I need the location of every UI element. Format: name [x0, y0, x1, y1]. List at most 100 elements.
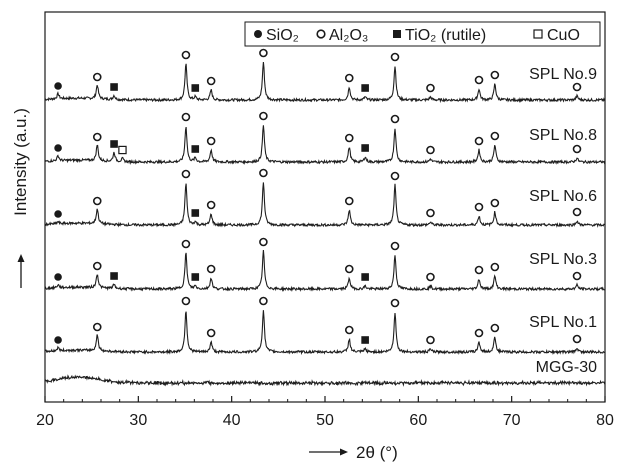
y-axis-arrowhead: [17, 254, 25, 262]
plot-area: SPL No.9 SPL No.8 SPL No.6 SPL No.3 SPL No.1…: [44, 11, 606, 403]
al2o3-marker: [426, 272, 435, 282]
al2o3-marker: [92, 322, 102, 332]
tio2-marker: [361, 84, 369, 92]
legend-label-al2o3: Al₂O₃: [329, 27, 368, 44]
al2o3-marker: [490, 70, 500, 80]
sio2-legend-icon: [254, 30, 262, 38]
sio2-marker: [54, 144, 62, 152]
al2o3-marker: [259, 111, 268, 121]
legend: SiO₂ Al₂O₃ TiO₂ (rutile) CuO: [244, 21, 601, 47]
al2o3-marker: [474, 328, 484, 338]
legend-label-tio2: TiO₂ (rutile): [405, 27, 486, 44]
x-axis: 20 30 40 50 60 70 80: [36, 396, 614, 429]
series-label-mgg-30: MGG-30: [536, 359, 597, 376]
al2o3-marker: [390, 298, 400, 308]
sio2-marker: [54, 336, 62, 344]
cuo-marker: [118, 145, 127, 155]
legend-label-cuo: CuO: [547, 27, 580, 44]
x-tick-label: 40: [223, 412, 241, 429]
al2o3-marker: [92, 72, 102, 82]
al2o3-marker: [344, 325, 354, 335]
al2o3-marker: [344, 264, 354, 274]
x-axis-label: 2θ (°): [356, 443, 398, 462]
al2o3-marker: [572, 207, 582, 217]
al2o3-marker: [426, 335, 435, 345]
al2o3-marker: [259, 48, 268, 58]
al2o3-marker: [206, 76, 216, 86]
al2o3-marker: [390, 52, 400, 62]
al2o3-marker: [426, 83, 435, 93]
legend-label-sio2: SiO₂: [266, 27, 299, 44]
al2o3-marker: [474, 75, 484, 85]
al2o3-marker: [390, 241, 400, 251]
pattern-spl-no-3: [44, 249, 606, 292]
pattern-mgg-30: [44, 374, 606, 387]
al2o3-marker: [344, 73, 354, 83]
x-tick-label: 60: [409, 412, 427, 429]
x-tick-label: 20: [36, 412, 54, 429]
plot-frame: [44, 11, 606, 403]
sio2-marker: [54, 210, 62, 218]
al2o3-marker: [92, 196, 102, 206]
al2o3-marker: [490, 198, 500, 208]
y-axis: Intensity (a.u.): [11, 108, 30, 288]
al2o3-marker: [426, 208, 435, 218]
al2o3-marker: [259, 296, 268, 306]
pattern-curves: [44, 62, 606, 387]
al2o3-marker: [259, 237, 268, 247]
y-axis-label: Intensity (a.u.): [11, 108, 30, 216]
al2o3-marker: [426, 145, 435, 155]
tio2-marker: [191, 145, 200, 153]
series-label-spl-no-1: SPL No.1: [529, 314, 597, 331]
al2o3-marker: [474, 202, 484, 212]
tio2-marker: [110, 140, 118, 148]
sio2-marker: [54, 273, 62, 281]
al2o3-marker: [259, 168, 268, 178]
tio2-legend-icon: [393, 30, 401, 38]
al2o3-marker: [390, 171, 400, 181]
phase-markers: [54, 48, 582, 345]
al2o3-marker: [344, 133, 354, 143]
pattern-spl-no-1: [44, 310, 606, 356]
x-tick-label: 70: [503, 412, 521, 429]
cuo-legend-icon: [533, 29, 543, 39]
x-axis-title: 2θ (°): [309, 443, 398, 462]
al2o3-marker: [92, 132, 102, 142]
al2o3-marker: [474, 265, 484, 275]
al2o3-marker: [490, 262, 500, 272]
al2o3-marker: [344, 196, 354, 206]
al2o3-marker: [206, 200, 216, 210]
al2o3-marker: [181, 50, 191, 60]
al2o3-marker: [92, 261, 102, 271]
pattern-spl-no-9: [44, 62, 606, 104]
series-labels: SPL No.9 SPL No.8 SPL No.6 SPL No.3 SPL No.1…: [529, 66, 597, 376]
series-label-spl-no-6: SPL No.6: [529, 188, 597, 205]
al2o3-marker: [490, 323, 500, 333]
x-tick-label: 30: [129, 412, 147, 429]
series-label-spl-no-3: SPL No.3: [529, 251, 597, 268]
al2o3-marker: [181, 112, 191, 122]
pattern-spl-no-6: [44, 182, 606, 228]
tio2-marker: [191, 84, 200, 92]
al2o3-marker: [490, 131, 500, 141]
al2o3-marker: [181, 239, 191, 249]
al2o3-marker: [390, 114, 400, 124]
x-tick-label: 80: [596, 412, 614, 429]
tio2-marker: [361, 273, 369, 281]
x-axis-arrowhead: [340, 448, 348, 456]
x-tick-label: 50: [316, 412, 334, 429]
tio2-marker: [191, 209, 200, 217]
tio2-marker: [361, 336, 369, 344]
al2o3-marker: [206, 136, 216, 146]
tio2-marker: [110, 83, 118, 91]
tio2-marker: [361, 144, 369, 152]
tio2-marker: [110, 272, 118, 280]
series-label-spl-no-9: SPL No.9: [529, 66, 597, 83]
al2o3-marker: [181, 296, 191, 306]
tio2-marker: [191, 273, 200, 281]
al2o3-marker: [572, 271, 582, 281]
al2o3-marker: [206, 264, 216, 274]
al2o3-marker: [181, 169, 191, 179]
al2o3-marker: [572, 144, 582, 154]
